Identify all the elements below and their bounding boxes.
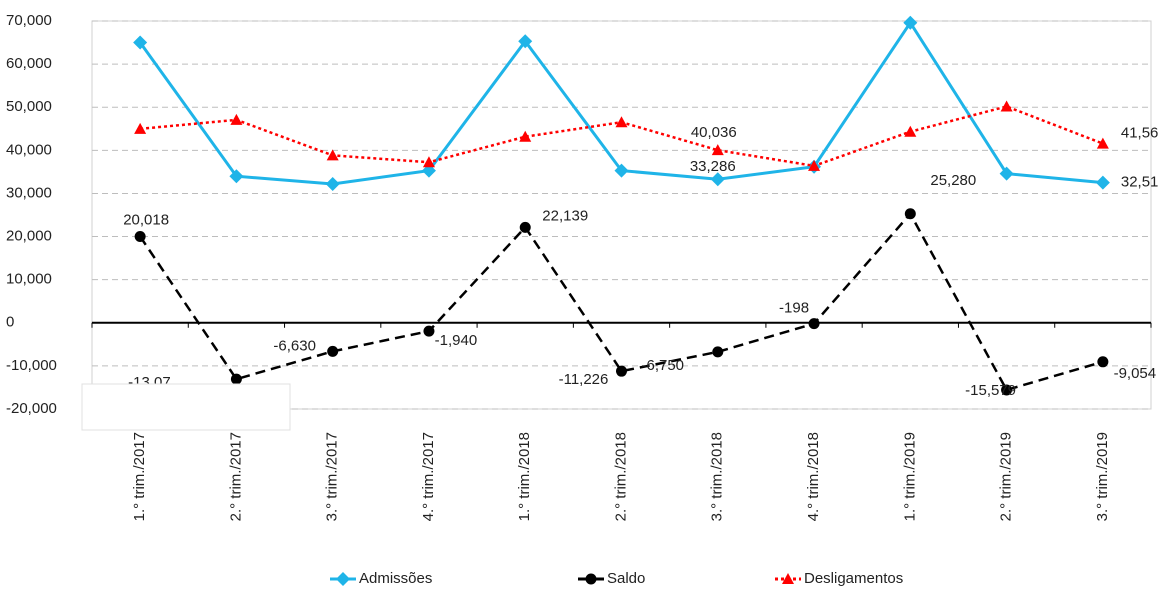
marker <box>904 125 917 137</box>
x-tick-label: 1.° trim./2017 <box>131 432 148 521</box>
x-tick-label: 4.° trim./2018 <box>805 432 822 521</box>
marker <box>1097 356 1109 368</box>
data-label: 25,280 <box>930 172 976 189</box>
marker <box>808 159 821 171</box>
legend-label: Desligamentos <box>804 570 903 587</box>
marker <box>423 325 435 337</box>
marker <box>808 318 820 330</box>
marker <box>712 346 724 358</box>
series <box>134 208 1109 396</box>
data-label: -6,750 <box>641 357 684 374</box>
legend-label: Saldo <box>607 570 645 587</box>
marker <box>519 130 532 142</box>
data-label: 32,51 <box>1121 174 1159 191</box>
x-tick-label: 2.° trim./2018 <box>612 432 629 521</box>
y-tick-label: 0 <box>6 314 14 331</box>
y-tick-label: 40,000 <box>6 141 52 158</box>
marker <box>999 166 1014 181</box>
data-label: 22,139 <box>542 207 588 224</box>
marker <box>711 144 724 156</box>
data-label: -198 <box>779 300 809 317</box>
line <box>139 211 1104 392</box>
line <box>138 19 1104 186</box>
marker <box>615 116 628 128</box>
marker <box>230 113 243 125</box>
marker <box>325 176 340 191</box>
marker <box>336 572 350 586</box>
y-tick-label: 30,000 <box>6 184 52 201</box>
marker <box>134 122 147 134</box>
data-label: 40,036 <box>691 124 737 141</box>
legend-label: Admissões <box>359 570 432 587</box>
overlay-box <box>81 383 291 431</box>
data-label: -11,226 <box>559 371 609 388</box>
y-tick-label: 50,000 <box>6 98 52 115</box>
x-tick-label: 1.° trim./2018 <box>516 432 533 521</box>
marker <box>1096 137 1109 149</box>
x-tick-label: 3.° trim./2018 <box>709 432 726 521</box>
data-label: 41,56 <box>1121 125 1159 142</box>
data-label: 33,286 <box>690 158 736 175</box>
marker <box>585 573 597 585</box>
data-label: -6,630 <box>273 337 316 354</box>
x-tick-label: 3.° trim./2019 <box>1094 432 1111 521</box>
x-tick-label: 2.° trim./2019 <box>998 432 1015 521</box>
marker <box>134 230 146 242</box>
marker <box>614 163 629 178</box>
data-label: -15,579 <box>965 382 1016 399</box>
x-tick-label: 1.° trim./2019 <box>901 432 918 521</box>
plot-frame <box>91 20 1152 410</box>
data-label: -1,940 <box>435 332 478 349</box>
y-tick-label: -10,000 <box>6 357 57 374</box>
marker <box>326 149 339 161</box>
series <box>133 15 1110 191</box>
y-tick-label: 60,000 <box>6 55 52 72</box>
line <box>140 105 1104 168</box>
y-tick-label: 70,000 <box>6 12 52 29</box>
marker <box>903 15 918 30</box>
y-tick-label: 20,000 <box>6 228 52 245</box>
marker <box>616 365 627 377</box>
marker <box>1000 100 1013 112</box>
x-tick-label: 2.° trim./2017 <box>227 432 244 521</box>
marker <box>1001 384 1013 396</box>
x-tick-label: 3.° trim./2017 <box>324 432 341 521</box>
marker <box>904 208 916 220</box>
marker <box>519 221 531 233</box>
x-tick-label: 4.° trim./2017 <box>420 432 437 521</box>
marker <box>422 156 435 168</box>
data-label: 20,018 <box>123 211 169 228</box>
marker <box>229 169 244 184</box>
y-tick-label: -20,000 <box>6 400 57 417</box>
marker <box>710 172 725 187</box>
marker <box>230 373 242 385</box>
marker <box>133 35 148 50</box>
marker <box>518 34 533 49</box>
data-label: -9,054 <box>1114 365 1157 382</box>
series <box>134 100 1109 171</box>
y-tick-label: 10,000 <box>6 271 52 288</box>
marker <box>782 573 794 584</box>
marker <box>327 345 339 357</box>
marker <box>1095 175 1110 190</box>
